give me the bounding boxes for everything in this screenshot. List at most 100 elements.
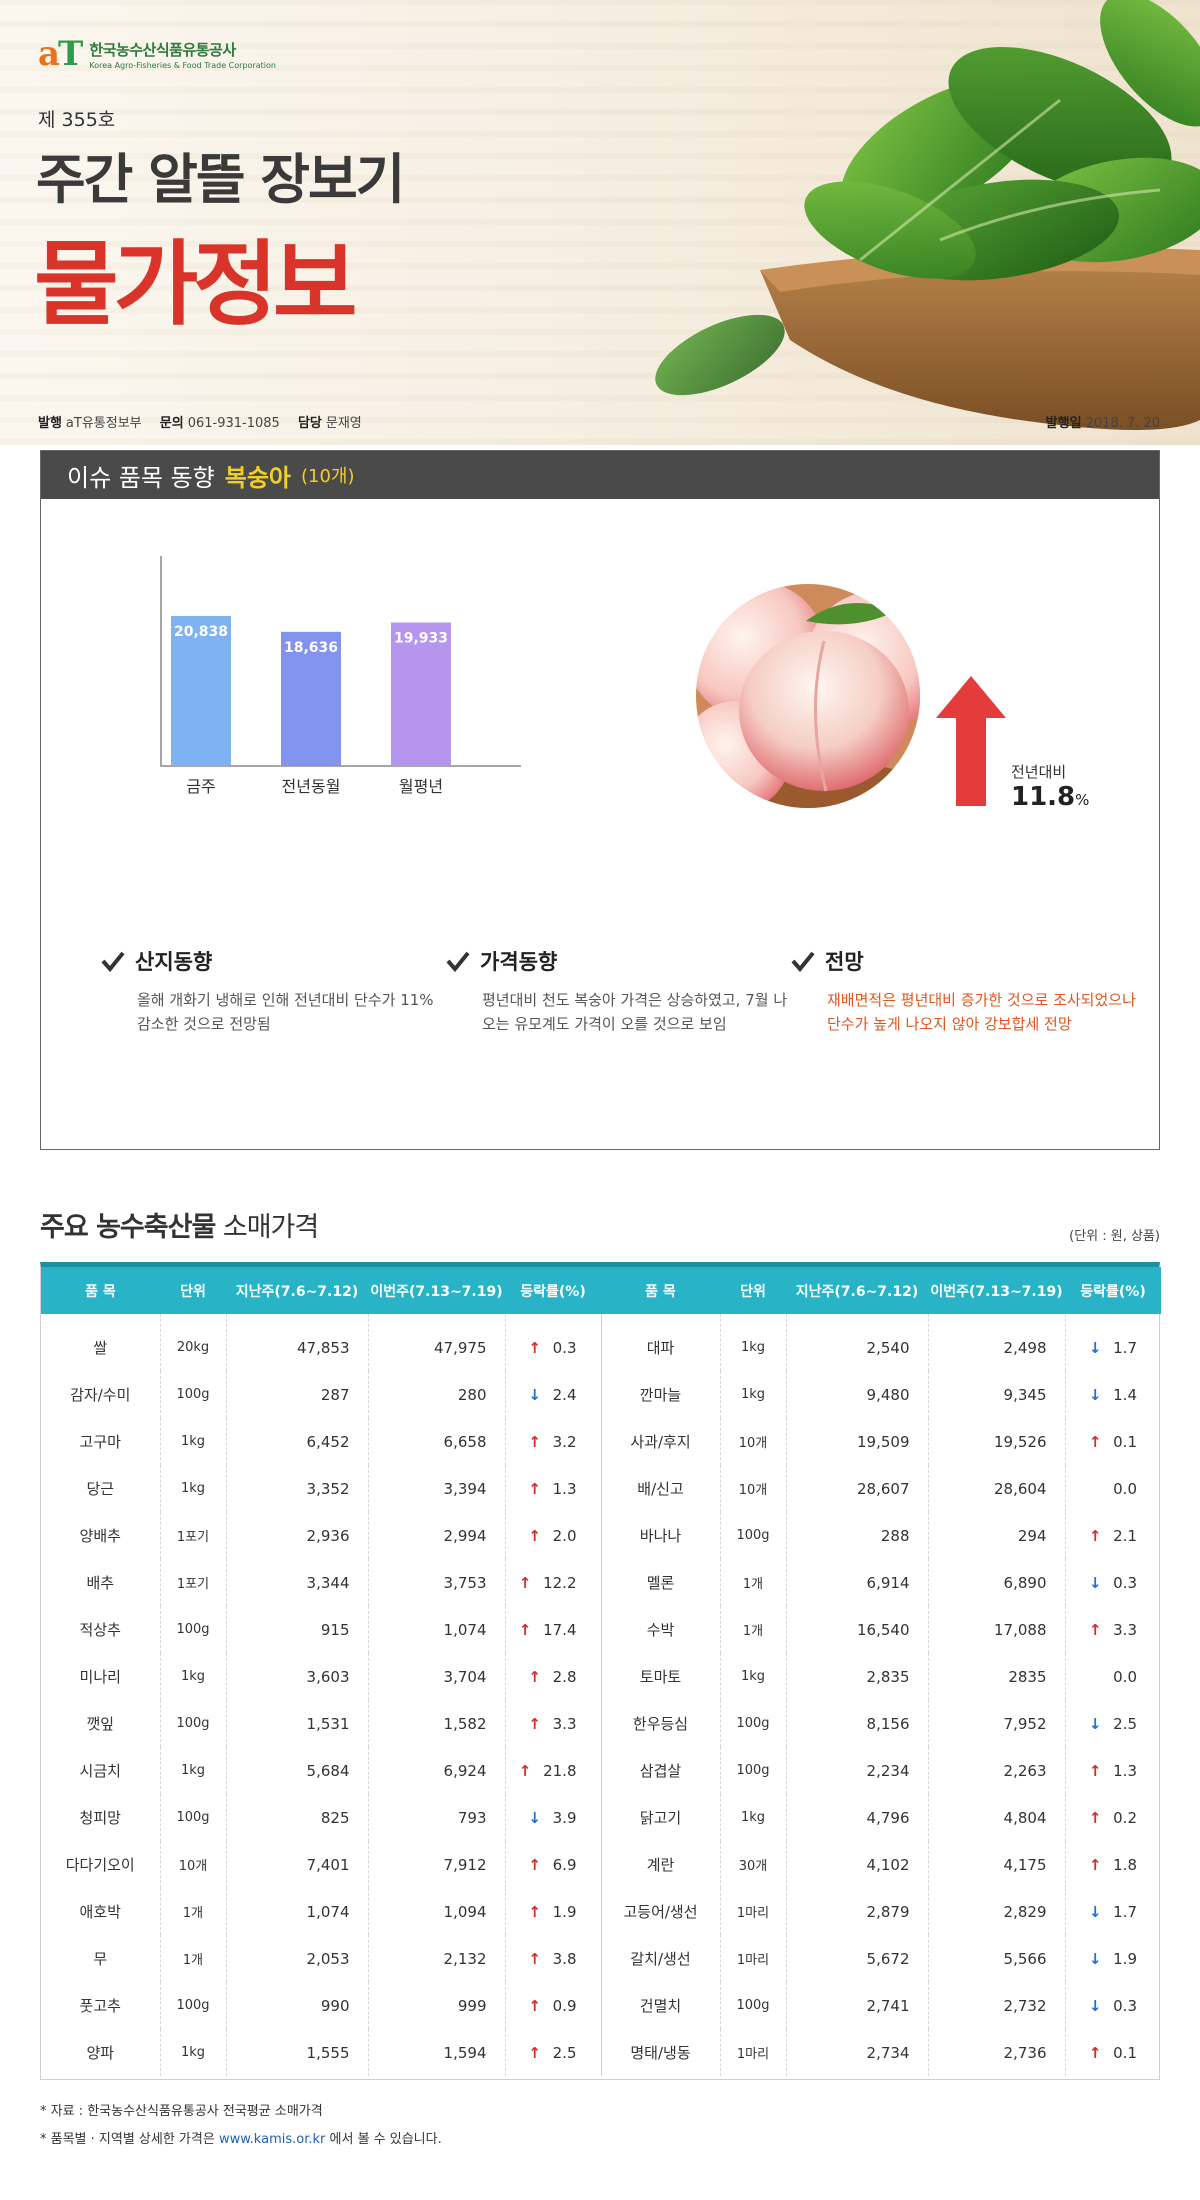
last-week-price: 915 xyxy=(226,1606,369,1653)
last-week-price: 2,835 xyxy=(786,1653,929,1700)
item-unit: 10개 xyxy=(720,1418,787,1465)
issue-item-name: 복숭아 xyxy=(224,463,291,492)
item-name: 당근 xyxy=(41,1465,161,1512)
footer-notes: * 자료 : 한국농수산식품유통공사 전국평균 소매가격 * 품목별 · 지역별… xyxy=(40,2098,442,2154)
yoy-label: 전년대비 xyxy=(1011,763,1067,781)
arrow-up-icon: ↑ xyxy=(1088,2043,1102,2062)
this-week-price: 28,604 xyxy=(928,1465,1066,1512)
change-rate: ↑ 0.9 xyxy=(505,1982,602,2029)
arrow-up-icon: ↑ xyxy=(528,1667,541,1686)
page-title: 주간 알뜰 장보기 xyxy=(36,148,405,211)
year-over-year-change: 전년대비 11.8% xyxy=(1011,761,1089,812)
last-week-price: 9,480 xyxy=(786,1371,929,1418)
item-unit: 30개 xyxy=(720,1841,787,1888)
arrow-up-icon: ↑ xyxy=(1088,1855,1102,1874)
column-header: 등락률(%) xyxy=(505,1267,601,1314)
this-week-price: 2,736 xyxy=(928,2029,1066,2076)
arrow-up-icon: ↑ xyxy=(528,1338,541,1357)
this-week-price: 1,594 xyxy=(368,2029,506,2076)
this-week-price: 2,498 xyxy=(928,1314,1066,1371)
bar-category-label: 월평년 xyxy=(399,777,443,796)
item-unit: 100g xyxy=(160,1371,227,1418)
issue-number: 제 355호 xyxy=(38,109,116,131)
last-week-price: 288 xyxy=(786,1512,929,1559)
spinach-bowl-illustration xyxy=(655,0,1200,430)
column-header: 단위 xyxy=(160,1267,226,1314)
change-rate: ↑ 0.3 xyxy=(505,1314,602,1371)
column-header: 지난주(7.6~7.12) xyxy=(226,1267,368,1314)
change-rate: ↓ 0.3 xyxy=(1088,1573,1137,1592)
item-unit: 1kg xyxy=(720,1314,787,1371)
table-row: 쌀 20kg 47,853 47,975 ↑ 0.3 대파 1kg 2,540 2,498 ↓ 1.7 xyxy=(41,1314,1161,1371)
last-week-price: 1,555 xyxy=(226,2029,369,2076)
check-icon xyxy=(791,951,815,972)
item-name: 고등어/생선 xyxy=(601,1888,721,1935)
item-name: 청피망 xyxy=(41,1794,161,1841)
column-header: 품 목 xyxy=(601,1267,720,1314)
table-header-row: 품 목 단위 지난주(7.6~7.12) 이번주(7.13~7.19) 등락률(%) 품 … xyxy=(41,1267,1161,1314)
item-name: 깻잎 xyxy=(41,1700,161,1747)
item-unit: 1kg xyxy=(160,1418,227,1465)
this-week-price: 793 xyxy=(368,1794,506,1841)
item-name: 멜론 xyxy=(601,1559,721,1606)
last-week-price: 2,879 xyxy=(786,1888,929,1935)
item-name: 수박 xyxy=(601,1606,721,1653)
this-week-price: 2,732 xyxy=(928,1982,1066,2029)
this-week-price: 3,704 xyxy=(368,1653,506,1700)
this-week-price: 7,912 xyxy=(368,1841,506,1888)
last-week-price: 47,853 xyxy=(226,1314,369,1371)
item-unit: 1개 xyxy=(160,1888,227,1935)
price-bar-chart: 20,838 금주 18,636 전년동월 19,933 월평년 xyxy=(160,556,521,796)
arrow-down-icon: ↓ xyxy=(1088,1338,1102,1357)
item-unit: 100g xyxy=(160,1606,227,1653)
item-unit: 100g xyxy=(720,1700,787,1747)
arrow-up-icon: ↑ xyxy=(528,1526,541,1545)
item-unit: 1kg xyxy=(160,1465,227,1512)
column-header: 이번주(7.13~7.19) xyxy=(928,1267,1065,1314)
this-week-price: 2835 xyxy=(928,1653,1066,1700)
trend-price-text: 평년대비 천도 복숭아 가격은 상승하였고, 7월 나오는 유모계도 가격이 오… xyxy=(482,991,788,1033)
table-row: 풋고추 100g 990 999 ↑ 0.9 건멸치 100g 2,741 2,732 ↓ 0.3 xyxy=(41,1982,1161,2029)
trend-outlook-text: 재배면적은 평년대비 증가한 것으로 조사되었으나 단수가 높게 나오지 않아 … xyxy=(827,991,1136,1033)
manager: 문재영 xyxy=(325,416,362,431)
this-week-price: 4,175 xyxy=(928,1841,1066,1888)
last-week-price: 4,796 xyxy=(786,1794,929,1841)
publication-date: 발행일 2018. 7. 20 xyxy=(1045,416,1160,431)
last-week-price: 287 xyxy=(226,1371,369,1418)
item-unit: 1마리 xyxy=(720,1888,787,1935)
last-week-price: 1,074 xyxy=(226,1888,369,1935)
this-week-price: 3,394 xyxy=(368,1465,506,1512)
last-week-price: 2,741 xyxy=(786,1982,929,2029)
item-unit: 1kg xyxy=(720,1371,787,1418)
change-rate: ↑ 21.8 xyxy=(505,1747,602,1794)
item-unit: 100g xyxy=(160,1700,227,1747)
change-rate: ↓ 1.7 xyxy=(1088,1338,1137,1357)
this-week-price: 2,263 xyxy=(928,1747,1066,1794)
this-week-price: 19,526 xyxy=(928,1418,1066,1465)
column-header: 등락률(%) xyxy=(1065,1267,1161,1314)
item-name: 감자/수미 xyxy=(41,1371,161,1418)
change-rate: ↑ 2.0 xyxy=(505,1512,602,1559)
check-icon xyxy=(101,951,125,972)
change-rate: ↑ 1.3 xyxy=(505,1465,602,1512)
price-table: 품 목 단위 지난주(7.6~7.12) 이번주(7.13~7.19) 등락률(%) 품 … xyxy=(40,1262,1161,2080)
last-week-price: 8,156 xyxy=(786,1700,929,1747)
last-week-price: 2,936 xyxy=(226,1512,369,1559)
issue-item-unit: (10개) xyxy=(301,466,355,487)
this-week-price: 2,829 xyxy=(928,1888,1066,1935)
issue-heading: 이슈 품목 동향 xyxy=(67,463,215,492)
this-week-price: 47,975 xyxy=(368,1314,506,1371)
item-name: 풋고추 xyxy=(41,1982,161,2029)
contact-phone: 061-931-1085 xyxy=(187,416,280,431)
item-unit: 20kg xyxy=(160,1314,227,1371)
this-week-price: 5,566 xyxy=(928,1935,1066,1982)
change-rate: ↑ 0.2 xyxy=(1088,1808,1137,1827)
last-week-price: 3,352 xyxy=(226,1465,369,1512)
last-week-price: 5,684 xyxy=(226,1747,369,1794)
bar-category-label: 전년동월 xyxy=(282,777,341,796)
bar-2 xyxy=(391,622,451,766)
this-week-price: 6,658 xyxy=(368,1418,506,1465)
kamis-link[interactable]: www.kamis.or.kr xyxy=(218,2132,326,2147)
change-rate: ↑ 0.1 xyxy=(1088,2043,1137,2062)
table-row: 다다기오이 10개 7,401 7,912 ↑ 6.9 계란 30개 4,102 4,175 ↑ 1.… xyxy=(41,1841,1161,1888)
